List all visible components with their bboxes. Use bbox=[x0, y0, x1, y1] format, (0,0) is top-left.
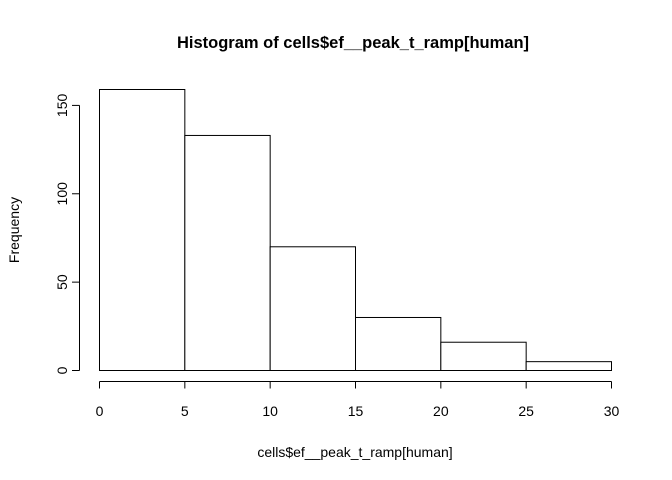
x-tick-label: 0 bbox=[96, 403, 104, 419]
x-tick-label: 5 bbox=[181, 403, 189, 419]
histogram-bar bbox=[99, 89, 186, 371]
y-tick-label: 100 bbox=[54, 182, 70, 206]
x-tick-label: 25 bbox=[518, 403, 534, 419]
x-axis-label: cells$ef__peak_t_ramp[human] bbox=[257, 444, 452, 460]
y-tick-label: 50 bbox=[54, 274, 70, 290]
x-tick-label: 30 bbox=[604, 403, 620, 419]
x-tick-label: 15 bbox=[348, 403, 364, 419]
x-tick-label: 20 bbox=[433, 403, 449, 419]
histogram-bar bbox=[440, 341, 527, 371]
y-tick-label: 150 bbox=[54, 94, 70, 118]
histogram-bar bbox=[184, 134, 271, 371]
histogram-bar bbox=[355, 316, 442, 372]
y-axis: 0 50 100 150 bbox=[54, 94, 80, 374]
histogram-bar bbox=[525, 361, 613, 371]
y-axis-label: Frequency bbox=[6, 197, 22, 263]
x-axis: 0 5 10 15 20 25 30 bbox=[96, 381, 620, 419]
histogram-bar bbox=[269, 246, 356, 371]
x-tick-label: 10 bbox=[262, 403, 278, 419]
bars bbox=[99, 89, 613, 372]
y-tick-label: 0 bbox=[54, 366, 70, 374]
chart-title: Histogram of cells$ef__peak_t_ramp[human… bbox=[177, 34, 529, 52]
